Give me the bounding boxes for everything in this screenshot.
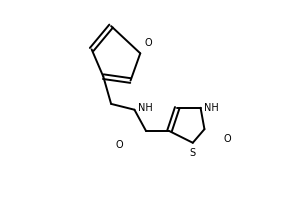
Text: S: S	[190, 148, 196, 158]
Text: O: O	[115, 140, 123, 150]
Text: O: O	[224, 134, 232, 144]
Text: O: O	[144, 38, 152, 48]
Text: NH: NH	[138, 103, 153, 113]
Text: NH: NH	[204, 103, 219, 113]
